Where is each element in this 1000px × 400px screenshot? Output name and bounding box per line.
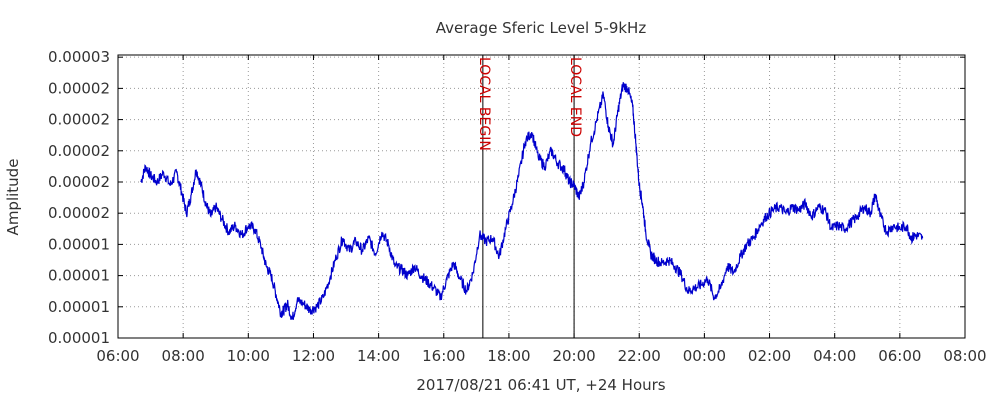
y-axis: 0.00001 0.00001 0.00001 0.00001 0.00002 0.000… — [48, 48, 965, 347]
x-tick-label: 08:00 — [162, 347, 205, 365]
x-tick-label: 20:00 — [552, 347, 595, 365]
x-tick-label: 18:00 — [487, 347, 530, 365]
x-tick-label: 10:00 — [227, 347, 270, 365]
x-tick-label: 12:00 — [292, 347, 335, 365]
marker-label: LOCAL END — [567, 57, 583, 137]
grid — [118, 55, 965, 338]
series-line — [140, 82, 924, 320]
x-tick-label: 04:00 — [813, 347, 856, 365]
x-tick-label: 16:00 — [422, 347, 465, 365]
plot-frame — [117, 54, 966, 339]
y-tick-label: 0.00001 — [48, 329, 110, 347]
x-axis: 06:00 08:00 10:00 12:00 14:00 16:00 18:00 20:00… — [96, 55, 987, 365]
y-tick-label: 0.00002 — [48, 79, 110, 97]
y-tick-label: 0.00003 — [48, 48, 110, 66]
x-tick-label: 08:00 — [943, 347, 986, 365]
chart-title: Average Sferic Level 5-9kHz — [436, 19, 647, 37]
y-tick-label: 0.00001 — [48, 267, 110, 285]
x-tick-label: 02:00 — [748, 347, 791, 365]
x-axis-label: 2017/08/21 06:41 UT, +24 Hours — [416, 376, 665, 394]
y-tick-label: 0.00001 — [48, 298, 110, 316]
x-tick-label: 14:00 — [357, 347, 400, 365]
y-tick-label: 0.00002 — [48, 173, 110, 191]
y-tick-label: 0.00002 — [48, 204, 110, 222]
y-tick-label: 0.00002 — [48, 142, 110, 160]
y-axis-label: Amplitude — [4, 159, 22, 236]
x-tick-label: 00:00 — [683, 347, 726, 365]
x-tick-label: 06:00 — [878, 347, 921, 365]
marker-label: LOCAL BEGIN — [476, 57, 492, 151]
x-tick-label: 06:00 — [96, 347, 139, 365]
x-tick-label: 22:00 — [618, 347, 661, 365]
y-tick-label: 0.00001 — [48, 235, 110, 253]
y-tick-label: 0.00002 — [48, 111, 110, 129]
time-markers: LOCAL BEGIN LOCAL END — [476, 55, 583, 338]
